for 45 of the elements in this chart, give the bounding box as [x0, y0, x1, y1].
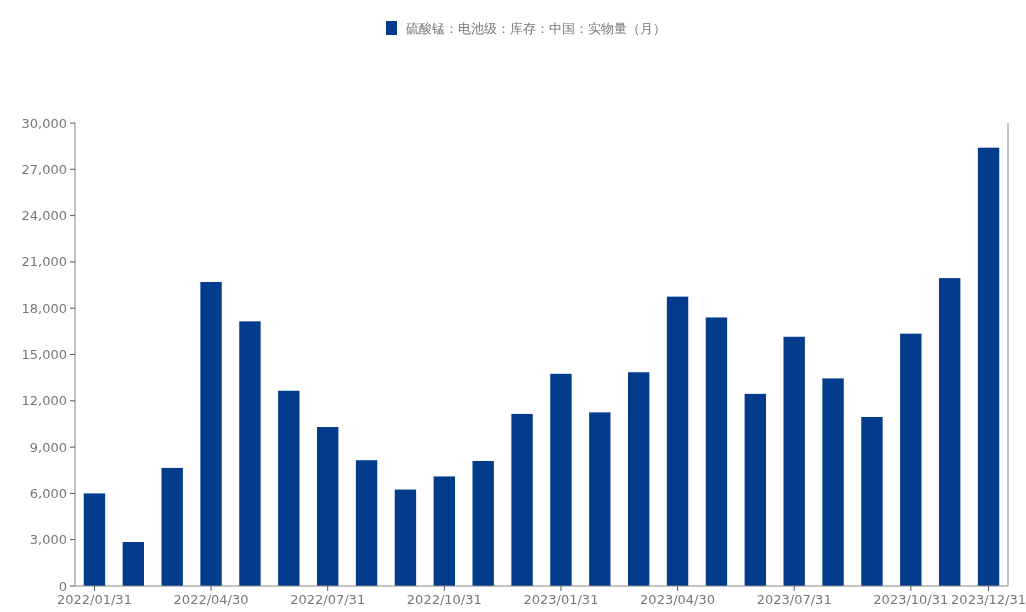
y-tick-label: 27,000 — [21, 161, 67, 177]
bar — [511, 413, 533, 586]
x-tick-label: 2022/01/31 — [56, 592, 132, 607]
y-tick-label: 18,000 — [21, 300, 67, 316]
x-tick-label: 2022/04/30 — [173, 592, 249, 607]
bar — [900, 333, 922, 586]
bar — [628, 372, 650, 586]
y-tick-label: 3,000 — [29, 532, 67, 548]
x-tick-label: 2023/01/31 — [523, 592, 599, 607]
bar — [472, 460, 494, 586]
bar — [161, 467, 183, 586]
bar — [822, 378, 844, 586]
x-tick-label: 2023/07/31 — [756, 592, 832, 607]
bar — [744, 393, 766, 586]
y-tick-label: 15,000 — [21, 347, 67, 363]
legend-label: 硫酸锰：电池级：库存：中国：实物量（月） — [406, 20, 666, 36]
bar — [200, 281, 222, 586]
x-tick-label: 2023/12/31 — [951, 592, 1026, 607]
bar — [83, 493, 106, 586]
bar — [705, 317, 728, 586]
bar — [122, 542, 144, 586]
bar — [666, 296, 689, 586]
bar — [589, 412, 611, 586]
bar — [239, 321, 261, 586]
x-tick-label: 2023/10/31 — [873, 592, 949, 607]
y-tick-label: 6,000 — [29, 485, 67, 501]
bar — [355, 460, 378, 586]
x-tick-label: 2022/10/31 — [406, 592, 482, 607]
bar — [394, 489, 417, 586]
y-tick-label: 0 — [58, 578, 67, 594]
bar — [278, 390, 300, 586]
bar — [861, 417, 883, 586]
y-tick-label: 21,000 — [21, 254, 67, 270]
bar — [939, 278, 961, 586]
y-tick-label: 30,000 — [21, 115, 67, 131]
bar — [783, 336, 805, 586]
x-tick-label: 2023/04/30 — [640, 592, 716, 607]
y-tick-label: 12,000 — [21, 393, 67, 409]
bar — [550, 373, 572, 586]
x-tick-label: 2022/07/31 — [290, 592, 366, 607]
bar — [433, 476, 455, 586]
bar — [317, 427, 339, 586]
y-tick-label: 9,000 — [29, 439, 67, 455]
y-tick-label: 24,000 — [21, 208, 67, 224]
bar — [977, 147, 1000, 586]
